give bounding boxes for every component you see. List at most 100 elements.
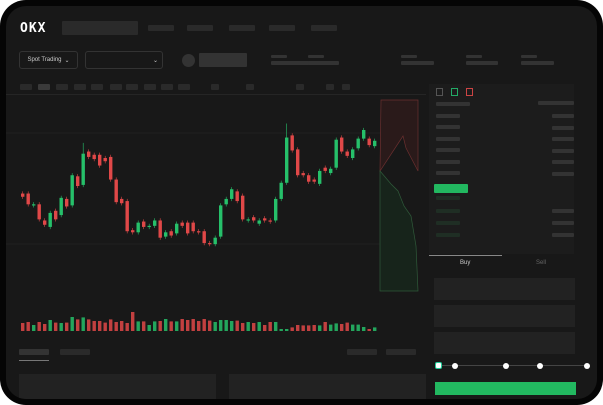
- volume-bar: [37, 322, 41, 331]
- candle-body: [296, 149, 300, 176]
- mode-selector[interactable]: Spot Trading ⌄: [19, 51, 78, 69]
- candle-body: [98, 154, 102, 166]
- depth-ask-area: [379, 99, 419, 173]
- volume-bar: [142, 321, 146, 331]
- nav-item[interactable]: [187, 25, 213, 31]
- volume-bar: [59, 323, 63, 331]
- timeframe-button[interactable]: [38, 84, 50, 90]
- slider-step[interactable]: [452, 363, 458, 369]
- tab-history[interactable]: [60, 349, 90, 355]
- slider-step[interactable]: [503, 363, 509, 369]
- timeframe-button[interactable]: [178, 84, 190, 90]
- tab-open-orders[interactable]: [19, 349, 49, 355]
- volume-bar: [301, 325, 305, 331]
- slider-step[interactable]: [537, 363, 543, 369]
- candle-body: [43, 220, 47, 225]
- nav-item[interactable]: [148, 25, 174, 31]
- volume-bar: [120, 321, 124, 331]
- timeframe-button[interactable]: [91, 84, 103, 90]
- candle-body: [356, 138, 360, 149]
- volume-bar: [230, 321, 234, 331]
- volume-bar: [263, 325, 267, 331]
- pair-selector[interactable]: ⌄: [85, 51, 163, 69]
- total-input[interactable]: [434, 332, 575, 354]
- order-book-view-icon[interactable]: [466, 88, 473, 96]
- volume-bar: [169, 321, 173, 331]
- candle-body: [290, 135, 294, 151]
- candle-body: [114, 179, 118, 203]
- amount-slider[interactable]: [438, 365, 588, 366]
- stat-label: [521, 55, 537, 58]
- volume-bar: [81, 317, 85, 331]
- timeframe-button[interactable]: [161, 84, 173, 90]
- volume-bar: [136, 321, 140, 331]
- chart-tool-icon[interactable]: [342, 84, 350, 90]
- volume-bar: [246, 322, 250, 331]
- nav-item[interactable]: [311, 25, 337, 31]
- order-book-size: [552, 149, 574, 153]
- order-book-bid-price: [436, 233, 460, 237]
- volume-bar: [103, 322, 107, 331]
- candle-body: [274, 198, 278, 221]
- candle-body: [120, 198, 124, 204]
- candle-body: [175, 223, 179, 234]
- volume-bar: [202, 319, 206, 331]
- order-book-view-icon[interactable]: [436, 88, 443, 96]
- volume-bar: [109, 319, 113, 331]
- stat-label: [401, 55, 417, 58]
- tab-sell[interactable]: Sell: [536, 260, 547, 266]
- order-book: [429, 84, 574, 254]
- timeframe-button[interactable]: [126, 84, 138, 90]
- candle-body: [142, 221, 146, 227]
- candle-body: [153, 220, 157, 226]
- chart-tool-icon[interactable]: [326, 84, 334, 90]
- volume-bar: [351, 324, 355, 331]
- candle-body: [54, 210, 58, 220]
- okx-logo[interactable]: OKX: [20, 21, 47, 36]
- nav-item[interactable]: [269, 25, 295, 31]
- order-book-size: [552, 221, 574, 225]
- chart-tool-icon[interactable]: [296, 84, 304, 90]
- price-input[interactable]: [434, 278, 575, 300]
- nav-item[interactable]: [229, 25, 255, 31]
- timeframe-button[interactable]: [110, 84, 122, 90]
- volume-bar: [307, 325, 311, 331]
- timeframe-button[interactable]: [56, 84, 68, 90]
- buy-submit-button[interactable]: [435, 382, 576, 395]
- timeframe-button[interactable]: [144, 84, 156, 90]
- order-book-size: [552, 137, 574, 141]
- order-book-bid-price: [436, 221, 460, 225]
- candle-body: [263, 218, 267, 221]
- active-tab-indicator: [429, 255, 502, 256]
- filter-button[interactable]: [386, 349, 416, 355]
- stat-label: [466, 55, 482, 58]
- candle-body: [92, 154, 96, 160]
- candle-body: [48, 212, 52, 227]
- volume-bar: [252, 323, 256, 331]
- slider-step[interactable]: [584, 363, 590, 369]
- volume-bar: [70, 317, 74, 331]
- order-book-view-icon[interactable]: [451, 88, 458, 96]
- chart-tool-icon[interactable]: [211, 84, 219, 90]
- chart-tool-icon[interactable]: [246, 84, 254, 90]
- filter-button[interactable]: [347, 349, 377, 355]
- amount-input[interactable]: [434, 305, 575, 327]
- volume-bar: [43, 324, 47, 331]
- search-bar[interactable]: [62, 21, 138, 35]
- slider-handle[interactable]: [435, 362, 442, 369]
- candle-body: [21, 193, 25, 197]
- volume-bar: [334, 323, 338, 331]
- volume-bar: [224, 320, 228, 331]
- timeframe-button[interactable]: [74, 84, 86, 90]
- candle-body: [65, 198, 69, 207]
- volume-bar: [32, 325, 36, 331]
- volume-bar: [164, 319, 168, 331]
- tab-buy[interactable]: Buy: [460, 260, 471, 266]
- candle-body: [373, 140, 377, 147]
- candlestick-chart[interactable]: [6, 96, 426, 336]
- timeframe-button[interactable]: [20, 84, 32, 90]
- stat-label: [271, 55, 287, 58]
- volume-bar: [76, 319, 80, 331]
- orders-panel: [229, 374, 426, 399]
- candle-body: [340, 137, 344, 152]
